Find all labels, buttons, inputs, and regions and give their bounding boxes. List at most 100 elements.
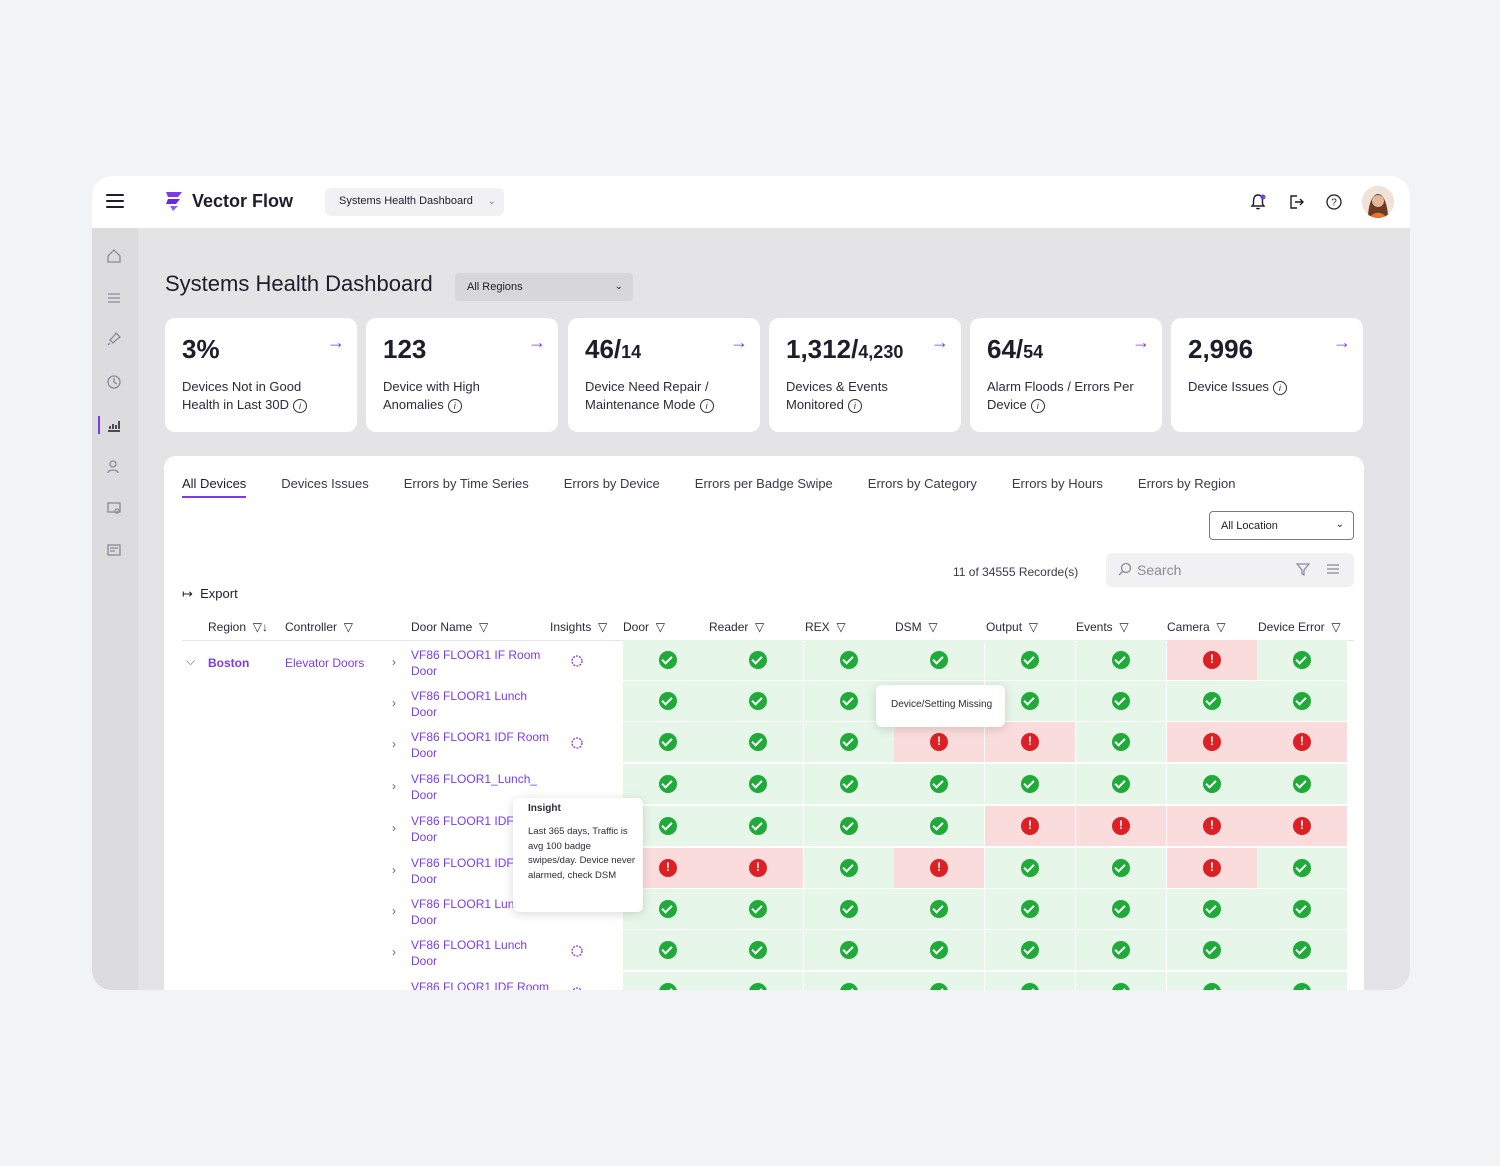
analytics-icon[interactable] — [105, 416, 123, 434]
region-value[interactable]: Boston — [208, 656, 250, 670]
status-cell[interactable] — [1257, 889, 1347, 929]
search-input[interactable]: Search — [1137, 562, 1182, 578]
status-cell[interactable] — [894, 889, 984, 929]
pin-icon[interactable] — [105, 330, 123, 348]
status-cell[interactable] — [713, 848, 803, 888]
status-cell[interactable] — [1076, 889, 1166, 929]
arrow-right-icon[interactable]: → — [1333, 332, 1351, 352]
column-header-output[interactable]: Output ▽ — [986, 620, 1038, 634]
tab-errors-time-series[interactable]: Errors by Time Series — [403, 476, 529, 491]
status-cell[interactable] — [1257, 806, 1347, 846]
controller-value[interactable]: Elevator Doors — [285, 656, 365, 670]
status-cell[interactable] — [804, 640, 894, 680]
status-cell[interactable] — [894, 972, 984, 990]
arrow-right-icon[interactable]: → — [1132, 332, 1150, 352]
kpi-card-monitored[interactable]: 1,312/4,230 → Devices & Events Monitored… — [769, 318, 961, 432]
status-cell[interactable] — [1257, 848, 1347, 888]
status-cell[interactable] — [1257, 764, 1347, 804]
status-cell[interactable] — [1167, 722, 1257, 762]
status-cell[interactable] — [1167, 848, 1257, 888]
status-cell[interactable] — [713, 722, 803, 762]
status-cell[interactable] — [1076, 722, 1166, 762]
status-cell[interactable] — [1167, 972, 1257, 990]
column-header-insights[interactable]: Insights ▽ — [550, 620, 608, 634]
row-expand-icon[interactable]: › — [392, 655, 396, 669]
row-expand-icon[interactable]: › — [392, 821, 396, 835]
column-header-reader[interactable]: Reader ▽ — [709, 620, 765, 634]
door-name-link[interactable]: VF86 FLOOR1 IDF R Door — [411, 814, 526, 844]
status-cell[interactable] — [1167, 806, 1257, 846]
door-name-link[interactable]: VF86 FLOOR1 IF Room Door — [411, 648, 541, 678]
status-cell[interactable] — [1076, 764, 1166, 804]
status-cell[interactable] — [894, 848, 984, 888]
row-expand-icon[interactable]: › — [392, 779, 396, 793]
status-cell[interactable] — [713, 764, 803, 804]
tab-errors-region[interactable]: Errors by Region — [1137, 476, 1236, 491]
home-icon[interactable] — [105, 247, 123, 265]
status-cell[interactable] — [804, 722, 894, 762]
row-expand-icon[interactable]: › — [392, 945, 396, 959]
list-icon[interactable] — [105, 289, 123, 307]
tab-errors-hours[interactable]: Errors by Hours — [1011, 476, 1103, 491]
status-cell[interactable] — [1167, 764, 1257, 804]
row-expand-icon[interactable]: › — [392, 696, 396, 710]
region-select[interactable]: All Regions ⌄ — [455, 273, 633, 301]
status-cell[interactable] — [894, 806, 984, 846]
column-header-door[interactable]: Door ▽ — [623, 620, 665, 634]
row-expand-icon[interactable]: › — [392, 863, 396, 877]
kpi-card-alarm-floods[interactable]: 64/54 → Alarm Floods / Errors Per Device… — [970, 318, 1162, 432]
status-cell[interactable] — [1076, 681, 1166, 721]
status-cell[interactable] — [1257, 722, 1347, 762]
status-cell[interactable] — [623, 681, 713, 721]
logout-icon[interactable] — [1286, 192, 1306, 212]
tab-all-devices[interactable]: All Devices — [182, 476, 247, 498]
filter-icon[interactable] — [1296, 562, 1310, 576]
notification-bell-icon[interactable] — [1248, 192, 1268, 212]
status-cell[interactable] — [1076, 806, 1166, 846]
help-icon[interactable]: ? — [1324, 192, 1344, 212]
dashboard-select[interactable]: Systems Health Dashboard ⌄ — [325, 188, 504, 216]
status-cell[interactable] — [623, 764, 713, 804]
chevron-down-icon[interactable]: ⌵ — [186, 654, 196, 668]
user-settings-icon[interactable] — [105, 458, 123, 476]
status-cell[interactable] — [894, 930, 984, 970]
column-header-controller[interactable]: Controller ▽ — [285, 620, 353, 634]
status-cell[interactable] — [623, 930, 713, 970]
column-header-camera[interactable]: Camera ▽ — [1167, 620, 1226, 634]
column-header-events[interactable]: Events ▽ — [1076, 620, 1129, 634]
arrow-right-icon[interactable]: → — [327, 332, 345, 352]
tab-devices-issues[interactable]: Devices Issues — [281, 476, 369, 491]
status-cell[interactable] — [713, 889, 803, 929]
status-cell[interactable] — [1257, 681, 1347, 721]
arrow-right-icon[interactable]: → — [730, 332, 748, 352]
status-cell[interactable] — [985, 640, 1075, 680]
door-name-link[interactable]: VF86 FLOOR1_Lunch_ Door — [411, 772, 538, 802]
column-header-dsm[interactable]: DSM ▽ — [895, 620, 938, 634]
status-cell[interactable] — [1167, 640, 1257, 680]
status-cell[interactable] — [713, 681, 803, 721]
column-header-device-error[interactable]: Device Error ▽ — [1258, 620, 1341, 634]
status-cell[interactable] — [1076, 848, 1166, 888]
row-expand-icon[interactable]: › — [392, 737, 396, 751]
status-cell[interactable] — [1167, 681, 1257, 721]
status-cell[interactable] — [985, 722, 1075, 762]
status-cell[interactable] — [1257, 640, 1347, 680]
insight-icon[interactable] — [570, 986, 584, 990]
status-cell[interactable] — [1257, 930, 1347, 970]
status-cell[interactable] — [1257, 972, 1347, 990]
status-cell[interactable] — [804, 889, 894, 929]
row-expand-icon[interactable]: › — [392, 987, 396, 990]
door-name-link[interactable]: VF86 FLOOR1 Lunc Door — [411, 897, 521, 927]
status-cell[interactable] — [985, 764, 1075, 804]
status-cell[interactable] — [713, 806, 803, 846]
location-select[interactable]: All Location ⌄ — [1209, 511, 1354, 540]
status-cell[interactable] — [713, 640, 803, 680]
insight-icon[interactable] — [570, 944, 584, 958]
status-cell[interactable] — [713, 972, 803, 990]
door-name-link[interactable]: VF86 FLOOR1 IDF R Door — [411, 856, 526, 886]
kpi-card-device-issues[interactable]: 2,996 → Device Issues i — [1171, 318, 1363, 432]
column-header-door-name[interactable]: Door Name ▽ — [411, 620, 489, 634]
status-cell[interactable] — [804, 764, 894, 804]
